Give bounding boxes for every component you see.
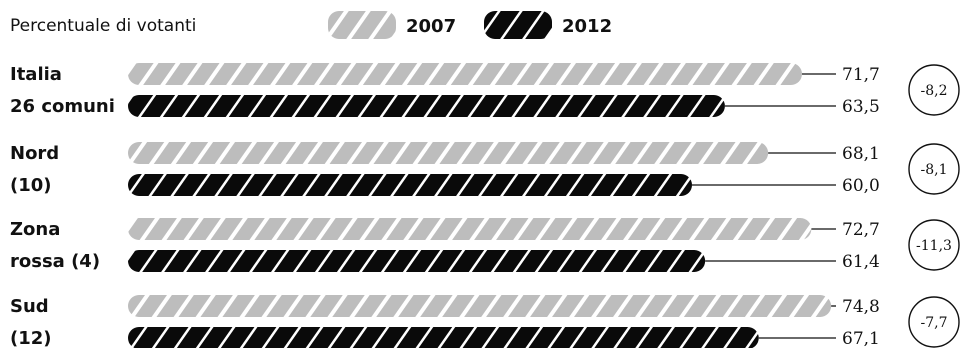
value-label-2012: 60,0 [842,176,880,196]
difference-label: -7,7 [921,315,948,331]
bar-2007 [128,142,769,164]
legend: 2007 2012 [328,11,612,39]
bar-2007 [128,63,802,85]
value-label-2007: 74,8 [842,297,880,317]
difference-label: -8,2 [921,83,948,99]
bar-2007 [128,218,812,240]
plot-area: Italia 26 comuni 71,7 63,5 -8,2 Nord (10) 68,1 6… [10,63,960,348]
bar-2012 [128,95,725,117]
category-label: 26 comuni [10,96,115,117]
category-label: (10) [10,175,52,196]
bar-2012 [128,327,759,348]
bar-2012 [128,250,706,272]
difference-circle [908,219,960,271]
category-label: rossa (4) [10,251,100,272]
difference-circle [908,64,960,116]
difference-label: -8,1 [921,162,948,178]
category-label: Sud [10,296,49,317]
legend-label-2012: 2012 [562,16,612,37]
value-label-2012: 63,5 [842,97,880,117]
bar-2007 [128,295,832,317]
difference-label: -11,3 [916,238,952,254]
category-label: (12) [10,328,52,348]
chart-title: Percentuale di votanti [10,16,196,36]
legend-swatch-2012 [484,11,552,39]
value-label-2007: 68,1 [842,144,880,164]
value-label-2007: 71,7 [842,65,880,85]
value-label-2007: 72,7 [842,220,880,240]
value-label-2012: 67,1 [842,329,880,348]
category-label: Italia [10,64,62,85]
value-label-2012: 61,4 [842,252,880,272]
legend-label-2007: 2007 [406,16,456,37]
legend-swatch-2007 [328,11,396,39]
category-label: Zona [10,219,60,240]
difference-circle [908,143,960,195]
difference-circle [908,296,960,348]
bar-2012 [128,174,692,196]
category-label: Nord [10,143,59,164]
